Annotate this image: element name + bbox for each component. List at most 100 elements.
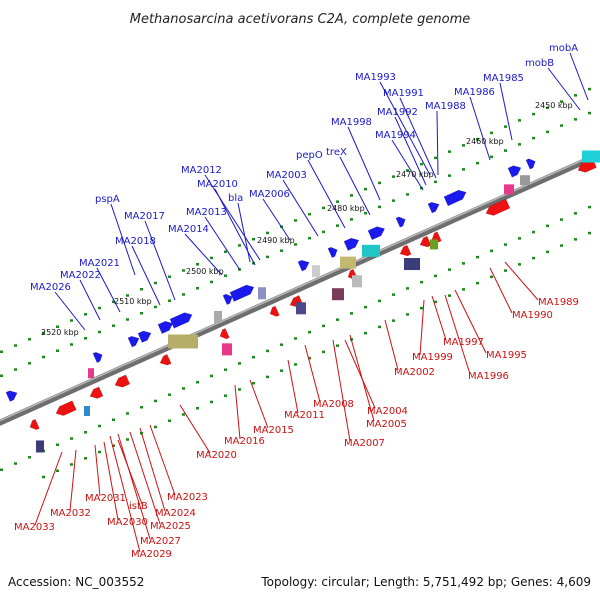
gene-label[interactable]: MA2004 bbox=[367, 406, 408, 417]
gene-label[interactable]: MA2010 bbox=[197, 179, 238, 190]
feature-box[interactable] bbox=[36, 440, 44, 453]
feature-box[interactable] bbox=[222, 343, 232, 356]
gene-label[interactable]: MA2003 bbox=[266, 170, 307, 181]
gene-label[interactable]: MA1986 bbox=[454, 87, 495, 98]
gene-label[interactable]: MA2002 bbox=[394, 367, 435, 378]
forward-gene-arrow[interactable] bbox=[443, 188, 468, 207]
gene-label[interactable]: mobB bbox=[525, 58, 554, 69]
gene-label[interactable]: MA2016 bbox=[224, 436, 265, 447]
reverse-gene-arrow[interactable] bbox=[268, 305, 280, 318]
reverse-gene-arrow[interactable] bbox=[28, 418, 40, 431]
feature-box[interactable] bbox=[362, 244, 380, 257]
forward-gene-arrow[interactable] bbox=[169, 310, 194, 329]
gene-label[interactable]: MA2026 bbox=[30, 282, 71, 293]
gene-label[interactable]: MA1988 bbox=[425, 101, 466, 112]
gene-label[interactable]: MA1997 bbox=[443, 337, 484, 348]
feature-box[interactable] bbox=[332, 288, 344, 301]
gene-label[interactable]: mobA bbox=[549, 43, 578, 54]
forward-gene-arrow[interactable] bbox=[297, 258, 311, 272]
gene-label[interactable]: istB bbox=[129, 501, 148, 512]
feature-box[interactable] bbox=[84, 406, 90, 417]
scale-tick bbox=[14, 368, 17, 371]
feature-box[interactable] bbox=[504, 184, 514, 195]
gene-label[interactable]: MA1996 bbox=[468, 371, 509, 382]
gene-label[interactable]: MA2030 bbox=[107, 517, 148, 528]
forward-gene-arrow[interactable] bbox=[327, 245, 339, 258]
gene-label[interactable]: MA2017 bbox=[124, 211, 165, 222]
gene-label[interactable]: MA2014 bbox=[168, 224, 209, 235]
forward-gene-arrow[interactable] bbox=[507, 163, 523, 178]
gene-label[interactable]: MA2033 bbox=[14, 522, 55, 533]
gene-label[interactable]: MA1991 bbox=[383, 88, 424, 99]
gene-label[interactable]: MA2011 bbox=[284, 410, 325, 421]
gene-label[interactable]: MA2018 bbox=[115, 236, 156, 247]
gene-label[interactable]: treX bbox=[326, 147, 347, 158]
gene-label[interactable]: bla bbox=[228, 193, 243, 204]
feature-box[interactable] bbox=[404, 258, 420, 271]
gene-label[interactable]: MA1985 bbox=[483, 73, 524, 84]
feature-box[interactable] bbox=[258, 287, 266, 300]
scale-label: 2510 kbp bbox=[114, 297, 152, 306]
gene-label[interactable]: MA1995 bbox=[486, 350, 527, 361]
forward-gene-arrow[interactable] bbox=[427, 200, 441, 214]
gene-label[interactable]: MA2020 bbox=[196, 450, 237, 461]
reverse-gene-arrow[interactable] bbox=[158, 354, 172, 367]
forward-gene-arrow[interactable] bbox=[525, 157, 537, 170]
feature-box[interactable] bbox=[582, 150, 600, 163]
reverse-gene-arrow[interactable] bbox=[54, 400, 77, 418]
gene-label[interactable]: MA2008 bbox=[313, 399, 354, 410]
feature-box[interactable] bbox=[340, 256, 356, 269]
gene-label[interactable]: MA2027 bbox=[140, 536, 181, 547]
reverse-gene-arrow[interactable] bbox=[88, 386, 104, 401]
gene-label[interactable]: MA1999 bbox=[412, 352, 453, 363]
feature-box[interactable] bbox=[296, 302, 306, 315]
gene-label[interactable]: MA2006 bbox=[249, 189, 290, 200]
gene-label[interactable]: MA1998 bbox=[331, 117, 372, 128]
feature-box[interactable] bbox=[520, 175, 530, 186]
forward-gene-arrow[interactable] bbox=[127, 334, 141, 348]
forward-gene-arrow[interactable] bbox=[367, 224, 387, 241]
forward-gene-arrow[interactable] bbox=[343, 236, 361, 251]
gene-label[interactable]: pspA bbox=[95, 194, 120, 205]
gene-label[interactable]: MA1989 bbox=[538, 297, 579, 308]
forward-gene-arrow[interactable] bbox=[5, 388, 19, 402]
feature-box[interactable] bbox=[88, 368, 94, 379]
gene-label[interactable]: MA2025 bbox=[150, 521, 191, 532]
gene-label[interactable]: MA2023 bbox=[167, 492, 208, 503]
gene-label[interactable]: MA2029 bbox=[131, 549, 172, 560]
forward-gene-arrow[interactable] bbox=[157, 319, 175, 334]
feature-box[interactable] bbox=[168, 334, 198, 349]
gene-label[interactable]: MA2013 bbox=[186, 207, 227, 218]
reverse-gene-arrow[interactable] bbox=[484, 198, 511, 218]
gene-label[interactable]: MA2021 bbox=[79, 258, 120, 269]
gene-label[interactable]: MA2015 bbox=[253, 425, 294, 436]
forward-gene-arrow[interactable] bbox=[395, 215, 407, 228]
forward-gene-arrow[interactable] bbox=[137, 329, 153, 343]
feature-box[interactable] bbox=[312, 265, 320, 278]
gene-label[interactable]: MA1990 bbox=[512, 310, 553, 321]
gene-label[interactable]: MA1992 bbox=[377, 107, 418, 118]
forward-gene-arrow[interactable] bbox=[222, 292, 234, 305]
gene-label[interactable]: pepO bbox=[296, 150, 323, 161]
feature-box[interactable] bbox=[352, 275, 362, 288]
gene-label[interactable]: MA2031 bbox=[85, 493, 126, 504]
forward-gene-arrow[interactable] bbox=[92, 350, 104, 363]
gene-label[interactable]: MA2022 bbox=[60, 270, 101, 281]
feature-box[interactable] bbox=[214, 310, 222, 323]
forward-gene-arrow[interactable] bbox=[229, 283, 256, 302]
reverse-gene-arrow[interactable] bbox=[218, 328, 230, 340]
gene-label[interactable]: MA2024 bbox=[155, 508, 196, 519]
scale-tick bbox=[560, 124, 563, 127]
gene-label[interactable]: MA1993 bbox=[355, 72, 396, 83]
scale-tick bbox=[112, 418, 115, 421]
reverse-gene-arrow[interactable] bbox=[113, 374, 131, 390]
reverse-gene-arrow[interactable] bbox=[398, 244, 412, 258]
gene-label[interactable]: MA2007 bbox=[344, 438, 385, 449]
gene-label[interactable]: MA1994 bbox=[375, 130, 416, 141]
gene-label[interactable]: MA2005 bbox=[366, 419, 407, 430]
feature-box[interactable] bbox=[430, 239, 438, 250]
label-leader bbox=[307, 159, 346, 229]
gene-label[interactable]: MA2012 bbox=[181, 165, 222, 176]
reverse-gene-arrow[interactable] bbox=[418, 235, 432, 249]
gene-label[interactable]: MA2032 bbox=[50, 508, 91, 519]
